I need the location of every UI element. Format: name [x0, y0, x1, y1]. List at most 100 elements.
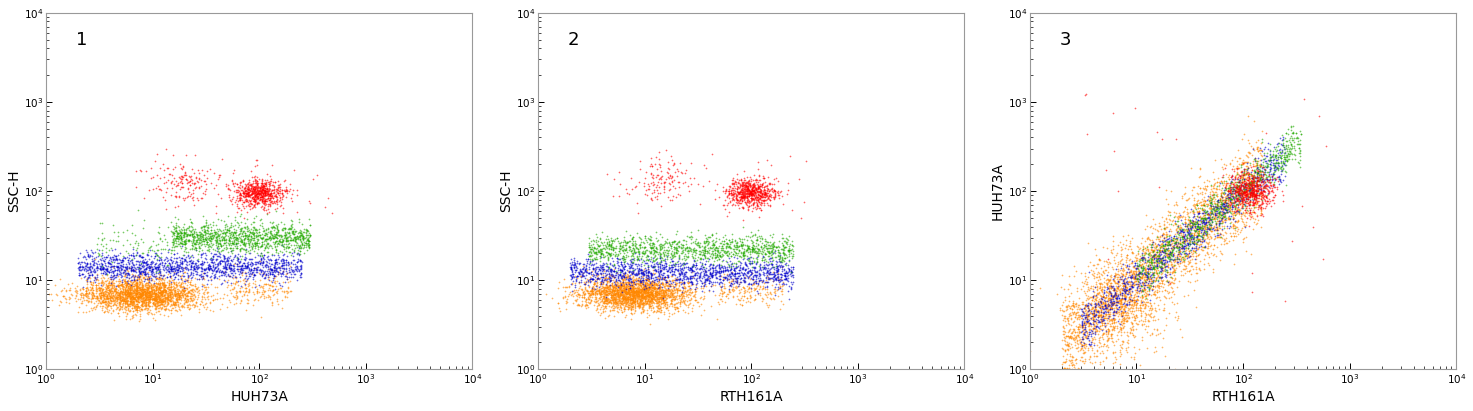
Point: [600, 268, 623, 275]
Point: [147, 297, 171, 303]
Point: [617, 302, 641, 309]
Point: [573, 284, 597, 290]
Point: [753, 191, 776, 198]
Point: [136, 286, 159, 293]
Point: [580, 275, 604, 282]
Point: [231, 245, 255, 252]
Point: [1074, 321, 1097, 328]
Point: [1192, 224, 1215, 231]
Point: [1074, 358, 1097, 365]
Point: [589, 286, 613, 293]
Point: [623, 289, 647, 295]
Point: [654, 291, 678, 298]
Point: [119, 266, 143, 273]
Point: [203, 251, 227, 258]
Point: [700, 282, 723, 289]
Point: [100, 292, 124, 299]
Point: [125, 298, 149, 304]
Point: [583, 248, 607, 255]
Point: [595, 284, 619, 291]
Point: [1149, 251, 1173, 258]
Point: [748, 188, 772, 194]
Point: [772, 258, 795, 264]
Point: [119, 283, 143, 290]
Point: [1109, 272, 1133, 279]
Point: [1106, 284, 1130, 291]
Point: [741, 187, 764, 194]
Point: [149, 284, 172, 290]
Point: [1084, 293, 1108, 299]
Point: [116, 268, 140, 274]
Point: [97, 287, 121, 293]
Point: [249, 249, 273, 256]
Point: [234, 276, 258, 283]
Point: [1246, 145, 1270, 152]
Point: [732, 176, 756, 183]
Point: [742, 181, 766, 187]
Point: [729, 182, 753, 188]
Point: [280, 197, 303, 204]
Point: [744, 296, 767, 302]
Point: [1158, 257, 1181, 264]
Point: [1187, 225, 1211, 231]
Point: [1251, 192, 1274, 199]
Point: [1158, 270, 1181, 277]
Point: [1152, 221, 1175, 227]
Point: [1081, 330, 1105, 337]
Point: [654, 276, 678, 283]
Point: [233, 240, 256, 247]
Point: [168, 229, 191, 235]
Point: [1161, 257, 1184, 263]
Point: [1196, 234, 1220, 241]
Point: [1271, 141, 1295, 148]
Point: [97, 268, 121, 275]
Point: [228, 235, 252, 241]
Point: [225, 192, 249, 199]
Point: [1177, 232, 1200, 239]
Point: [636, 272, 660, 279]
Point: [1115, 300, 1139, 307]
Point: [645, 305, 669, 311]
Point: [1106, 270, 1130, 277]
Point: [138, 247, 162, 254]
Point: [726, 188, 750, 194]
Point: [1124, 278, 1147, 285]
Point: [110, 276, 134, 282]
Point: [605, 303, 629, 310]
Point: [118, 291, 141, 297]
Point: [277, 226, 300, 233]
Point: [611, 302, 635, 308]
Point: [194, 240, 218, 247]
Point: [580, 270, 604, 277]
Point: [1155, 277, 1178, 283]
Point: [131, 286, 155, 293]
Point: [585, 266, 608, 272]
Point: [717, 244, 741, 251]
Point: [756, 291, 779, 298]
Point: [697, 234, 720, 241]
Point: [700, 273, 723, 279]
Point: [672, 276, 695, 282]
Point: [586, 272, 610, 278]
Point: [177, 296, 200, 302]
Point: [253, 187, 277, 194]
Point: [661, 177, 685, 184]
Point: [90, 276, 113, 283]
Point: [667, 283, 691, 289]
Point: [623, 298, 647, 305]
Point: [1220, 200, 1243, 207]
Point: [745, 192, 769, 199]
Point: [1028, 284, 1052, 291]
Point: [271, 263, 295, 269]
Point: [766, 274, 790, 280]
Point: [177, 236, 200, 243]
Point: [261, 302, 284, 308]
Point: [636, 287, 660, 294]
Point: [1261, 169, 1284, 176]
Point: [130, 306, 153, 313]
Point: [747, 277, 770, 284]
Point: [109, 295, 133, 302]
Point: [255, 187, 278, 194]
Point: [601, 300, 625, 306]
Point: [136, 292, 159, 298]
